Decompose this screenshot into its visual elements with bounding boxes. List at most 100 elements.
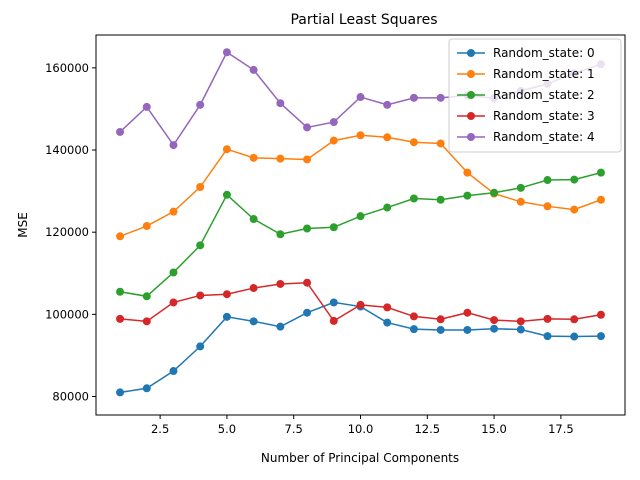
data-point [142,384,151,393]
legend-marker [467,91,475,99]
data-point [463,191,472,200]
data-point [116,287,125,296]
data-point [356,300,365,309]
legend-marker [467,49,475,57]
data-point [570,175,579,184]
data-point [543,176,552,185]
data-point [222,312,231,321]
data-point [249,284,258,293]
data-point [356,212,365,221]
data-point [436,93,445,102]
data-point [596,168,605,177]
data-point [356,131,365,140]
data-point [303,123,312,132]
legend-marker [467,133,475,141]
data-point [596,195,605,204]
data-point [222,290,231,299]
data-point [383,318,392,327]
data-point [436,315,445,324]
legend-item: Random_state: 3 [457,109,595,123]
data-point [303,155,312,164]
data-point [436,195,445,204]
x-tick-label: 5.0 [218,422,236,436]
data-point [169,141,178,150]
data-point [222,48,231,57]
data-point [276,154,285,163]
data-point [516,183,525,192]
legend-label: Random_state: 0 [493,46,595,60]
y-tick-label: 120000 [45,225,89,239]
data-point [329,298,338,307]
data-point [383,203,392,212]
data-point [142,317,151,326]
data-point [249,215,258,224]
data-point [249,317,258,326]
data-point [463,325,472,334]
legend-marker [467,112,475,120]
data-point [570,205,579,214]
data-point [596,332,605,341]
data-point [249,65,258,74]
data-point [543,332,552,341]
series-3 [116,278,605,326]
data-point [436,139,445,148]
data-point [196,183,205,191]
legend-item: Random_state: 4 [457,130,595,144]
data-point [356,93,365,102]
legend-item: Random_state: 1 [457,67,595,81]
data-point [409,194,418,203]
data-point [516,317,525,326]
data-point [409,138,418,147]
y-axis-label: MSE [16,212,30,238]
data-point [249,153,258,162]
x-tick-label: 12.5 [414,422,440,436]
data-point [142,222,151,231]
data-point [463,308,472,317]
x-axis-label: Number of Principal Components [261,451,459,465]
data-point [516,197,525,206]
x-tick-label: 15.0 [481,422,507,436]
data-point [329,223,338,232]
y-tick-label: 80000 [52,390,89,404]
data-point [276,279,285,288]
legend-label: Random_state: 4 [493,130,595,144]
data-point [169,207,178,216]
data-point [276,99,285,108]
data-point [196,241,205,250]
data-point [116,232,125,241]
data-point [276,322,285,331]
data-point [570,332,579,341]
legend-label: Random_state: 3 [493,109,595,123]
data-point [222,190,231,199]
data-point [516,325,525,334]
data-point [490,188,499,197]
data-point [142,102,151,111]
x-tick-label: 17.5 [548,422,574,436]
data-point [570,315,579,324]
series-2 [116,168,605,301]
data-point [409,312,418,321]
y-tick-label: 160000 [45,61,89,75]
data-point [169,268,178,277]
data-point [196,291,205,300]
data-point [463,168,472,177]
chart-title: Partial Least Squares [290,12,437,28]
legend-label: Random_state: 2 [493,88,595,102]
data-point [116,388,125,397]
legend-item: Random_state: 2 [457,88,595,102]
x-tick-label: 2.5 [151,422,169,436]
data-point [303,308,312,317]
y-tick-label: 140000 [45,143,89,157]
data-point [409,93,418,102]
data-point [490,324,499,333]
series-0 [116,298,605,397]
data-point [543,202,552,211]
data-point [169,367,178,376]
data-point [329,136,338,145]
data-point [383,100,392,109]
legend-label: Random_state: 1 [493,67,595,81]
data-point [409,325,418,334]
legend-item: Random_state: 0 [457,46,595,60]
data-point [596,310,605,319]
data-point [329,316,338,325]
